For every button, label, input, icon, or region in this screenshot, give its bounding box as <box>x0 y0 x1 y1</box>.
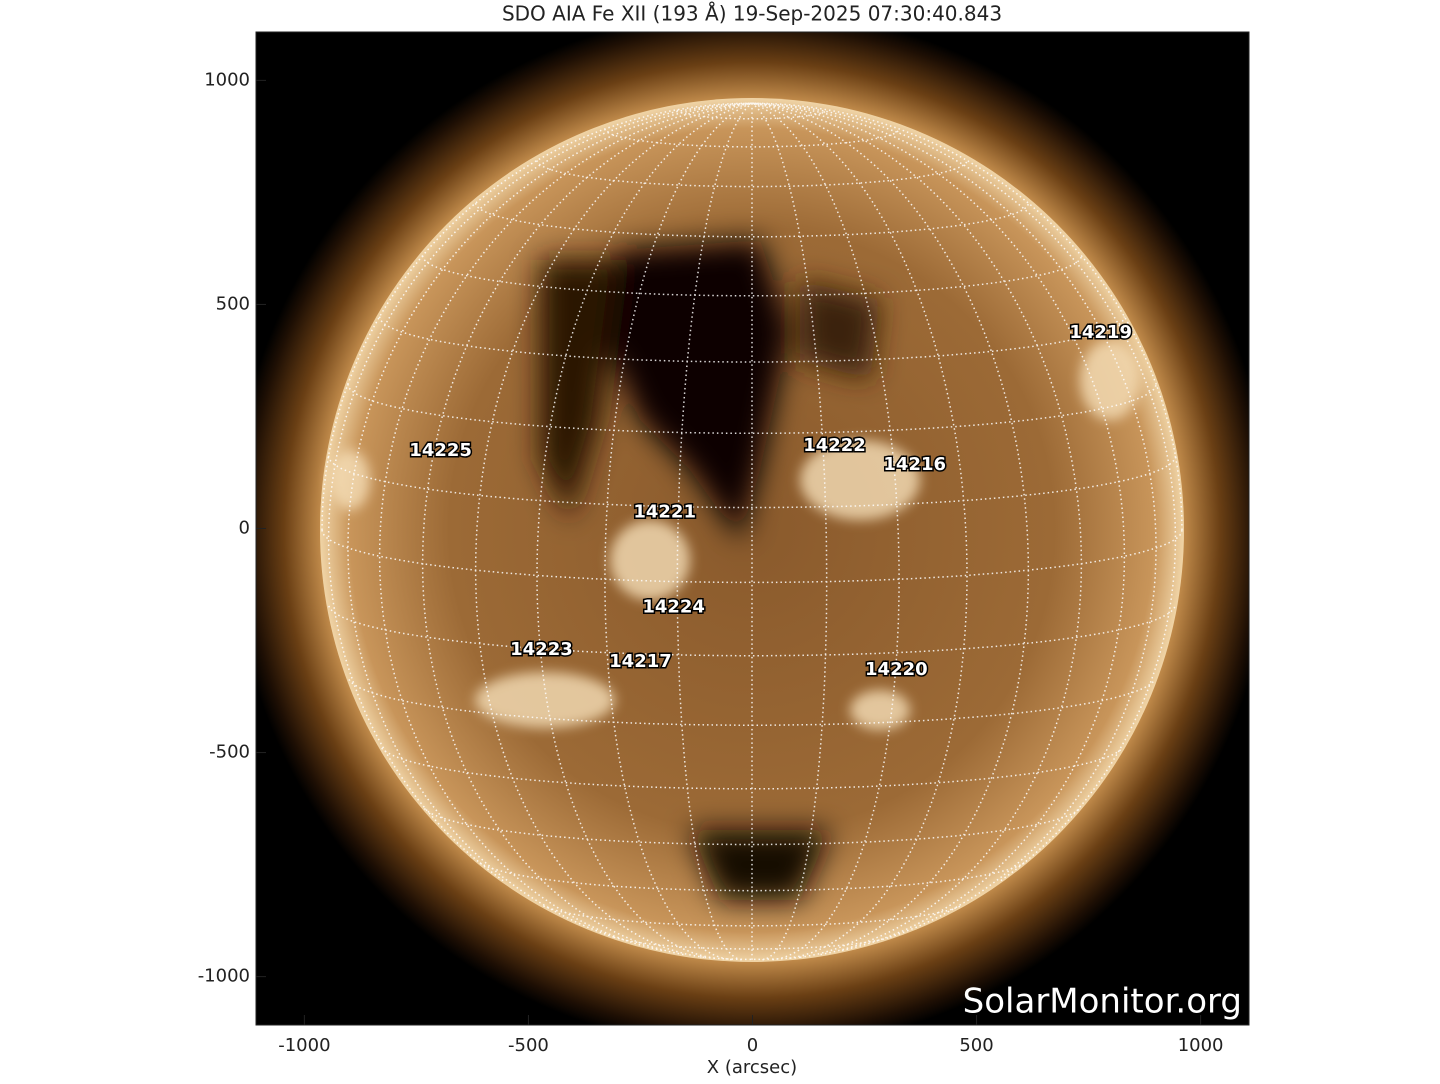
y-tick-label: 0 <box>239 518 250 539</box>
x-tick-label: 1000 <box>1178 1035 1224 1056</box>
x-tick-label: -1000 <box>278 1035 330 1056</box>
grid-curve <box>348 678 1156 726</box>
active-region-label: 14216 <box>883 454 946 475</box>
grid-curve <box>421 102 753 956</box>
watermark: SolarMonitor.org <box>963 982 1242 1022</box>
active-region-label: 14220 <box>865 659 928 680</box>
y-tick-label: -1000 <box>198 966 250 987</box>
grid-curve <box>378 102 753 952</box>
x-axis-label: X (arcsec) <box>707 1057 797 1078</box>
grid-curve <box>421 255 1083 297</box>
grid-curve <box>536 102 753 959</box>
grid-curve <box>751 102 1177 882</box>
grid-curve <box>751 102 1083 956</box>
grid-curve <box>613 936 891 950</box>
active-region-label: 14223 <box>510 639 573 660</box>
y-tick-label: 1000 <box>204 69 250 90</box>
grid-curve <box>604 128 900 148</box>
grid-curve <box>751 102 968 959</box>
grid-curve <box>751 102 900 961</box>
active-region-label: 14224 <box>642 596 705 617</box>
grid-curve <box>751 102 828 961</box>
x-tick-label: 0 <box>747 1035 758 1056</box>
grid-curve <box>327 455 1177 509</box>
grid-curve <box>479 862 1025 892</box>
grid-curve <box>536 160 968 188</box>
y-tick-label: -500 <box>209 742 250 763</box>
x-tick-label: 500 <box>959 1035 993 1056</box>
active-region-label: 14217 <box>609 651 672 672</box>
grid-curve <box>676 102 753 961</box>
grid-curve <box>474 202 1030 238</box>
solar-image <box>256 32 1249 1025</box>
x-tick-label: -500 <box>508 1035 549 1056</box>
y-tick-label: 500 <box>216 293 250 314</box>
grid-curve <box>327 102 753 882</box>
active-region-label: 14219 <box>1069 322 1132 343</box>
grid-curve <box>751 102 1126 952</box>
grid-curve <box>381 747 1123 790</box>
active-region-label: 14221 <box>633 501 696 522</box>
grid-curve <box>328 605 1176 657</box>
heliographic-grid <box>321 102 1183 961</box>
chart-title: SDO AIA Fe XII (193 Å) 19-Sep-2025 07:30… <box>502 2 1002 26</box>
grid-curve <box>604 102 753 961</box>
active-region-label: 14225 <box>409 440 472 461</box>
active-region-label: 14222 <box>803 435 866 456</box>
